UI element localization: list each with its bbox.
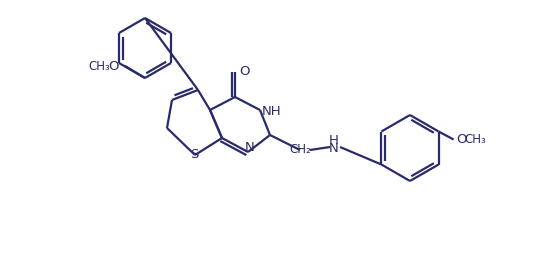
Text: CH₃: CH₃ <box>465 133 486 146</box>
Text: S: S <box>190 147 198 161</box>
Text: CH₂: CH₂ <box>289 142 311 155</box>
Text: CH₃: CH₃ <box>88 60 110 73</box>
Text: NH: NH <box>262 104 282 118</box>
Text: H: H <box>329 133 339 147</box>
Text: O: O <box>239 64 249 77</box>
Text: N: N <box>329 141 339 155</box>
Text: N: N <box>245 140 255 154</box>
Text: O: O <box>108 60 118 73</box>
Text: O: O <box>456 133 467 146</box>
